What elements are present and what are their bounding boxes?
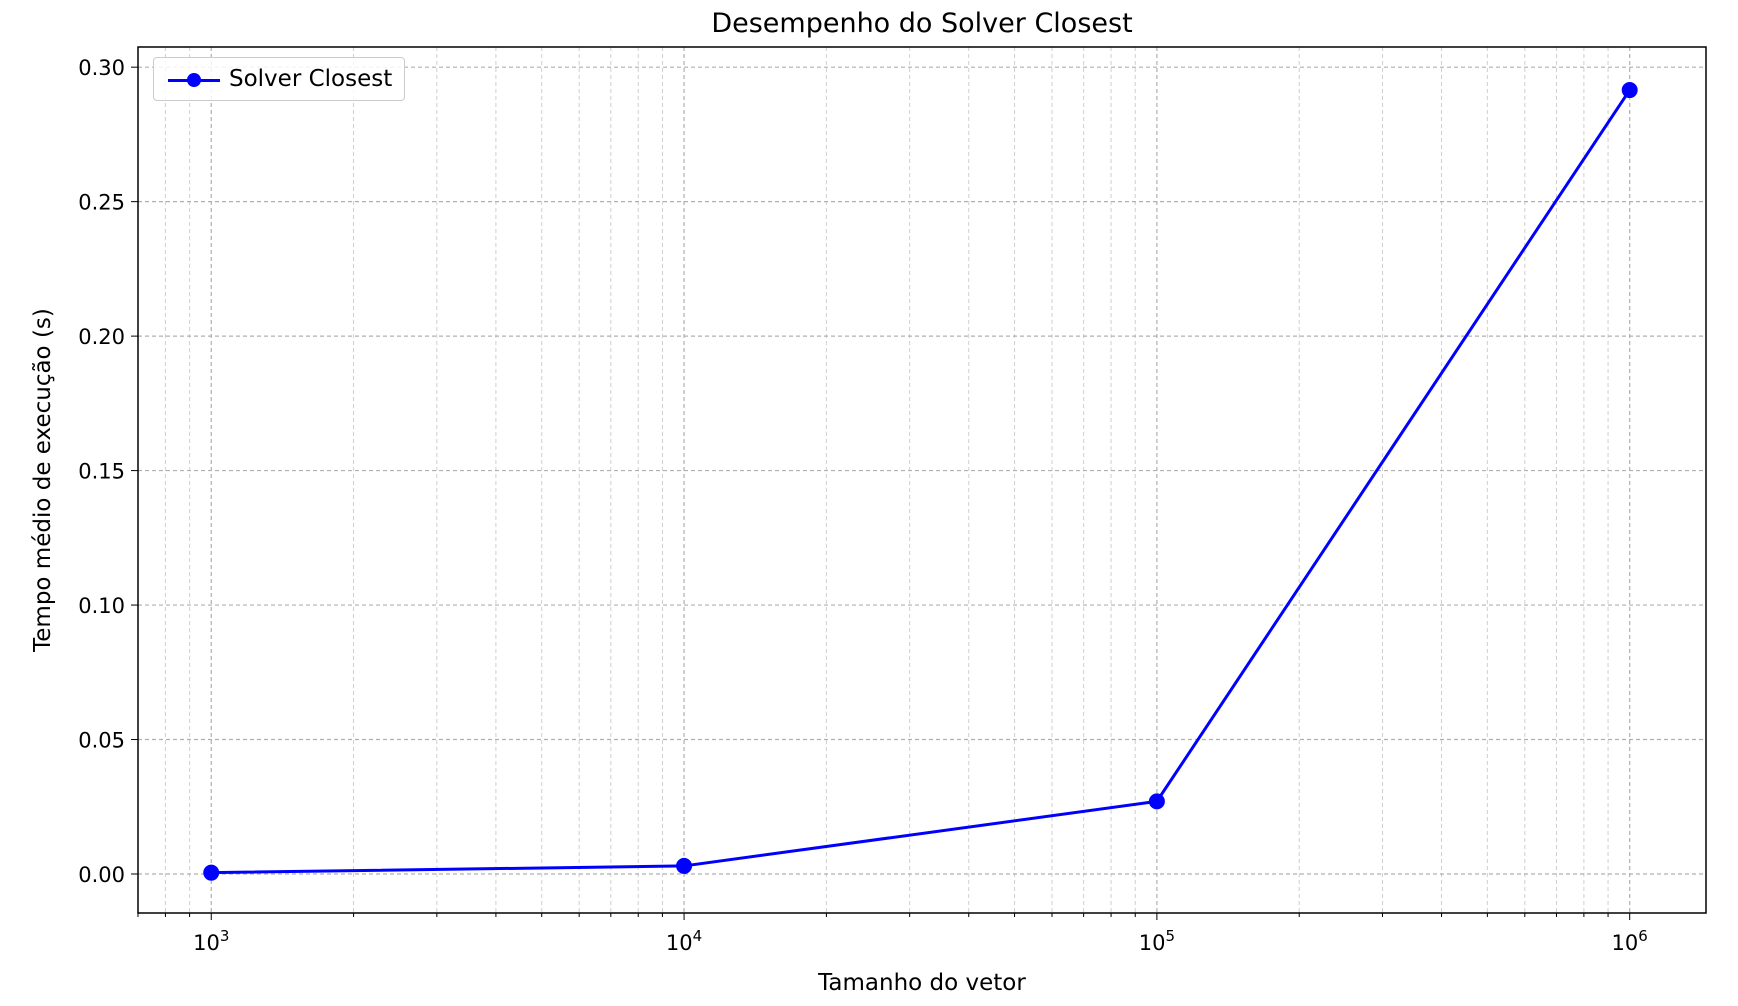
legend: Solver Closest: [153, 57, 405, 101]
y-axis-label: Tempo médio de execução (s): [30, 308, 56, 653]
data-point: [1621, 82, 1638, 99]
x-tick-label: 104: [666, 927, 702, 955]
chart-title: Desempenho do Solver Closest: [711, 8, 1132, 39]
y-tick-label: 0.30: [78, 56, 125, 80]
data-point: [676, 857, 693, 874]
data-point: [203, 864, 220, 881]
y-tick-label: 0.00: [78, 863, 125, 887]
x-tick-label: 103: [193, 927, 229, 955]
data-point: [1148, 793, 1165, 810]
legend-label: Solver Closest: [229, 66, 393, 92]
x-tick-label: 106: [1612, 927, 1648, 955]
plot-frame: [137, 46, 1707, 914]
legend-marker-swatch: [187, 73, 201, 87]
y-tick-label: 0.20: [78, 325, 125, 349]
x-tick-label: 105: [1139, 927, 1175, 955]
x-axis-label: Tamanho do vetor: [817, 970, 1026, 996]
y-tick-label: 0.25: [78, 191, 125, 215]
y-tick-label: 0.15: [78, 460, 125, 484]
series-line: [211, 89, 1631, 875]
y-tick-label: 0.05: [78, 729, 125, 753]
y-tick-label: 0.10: [78, 594, 125, 618]
